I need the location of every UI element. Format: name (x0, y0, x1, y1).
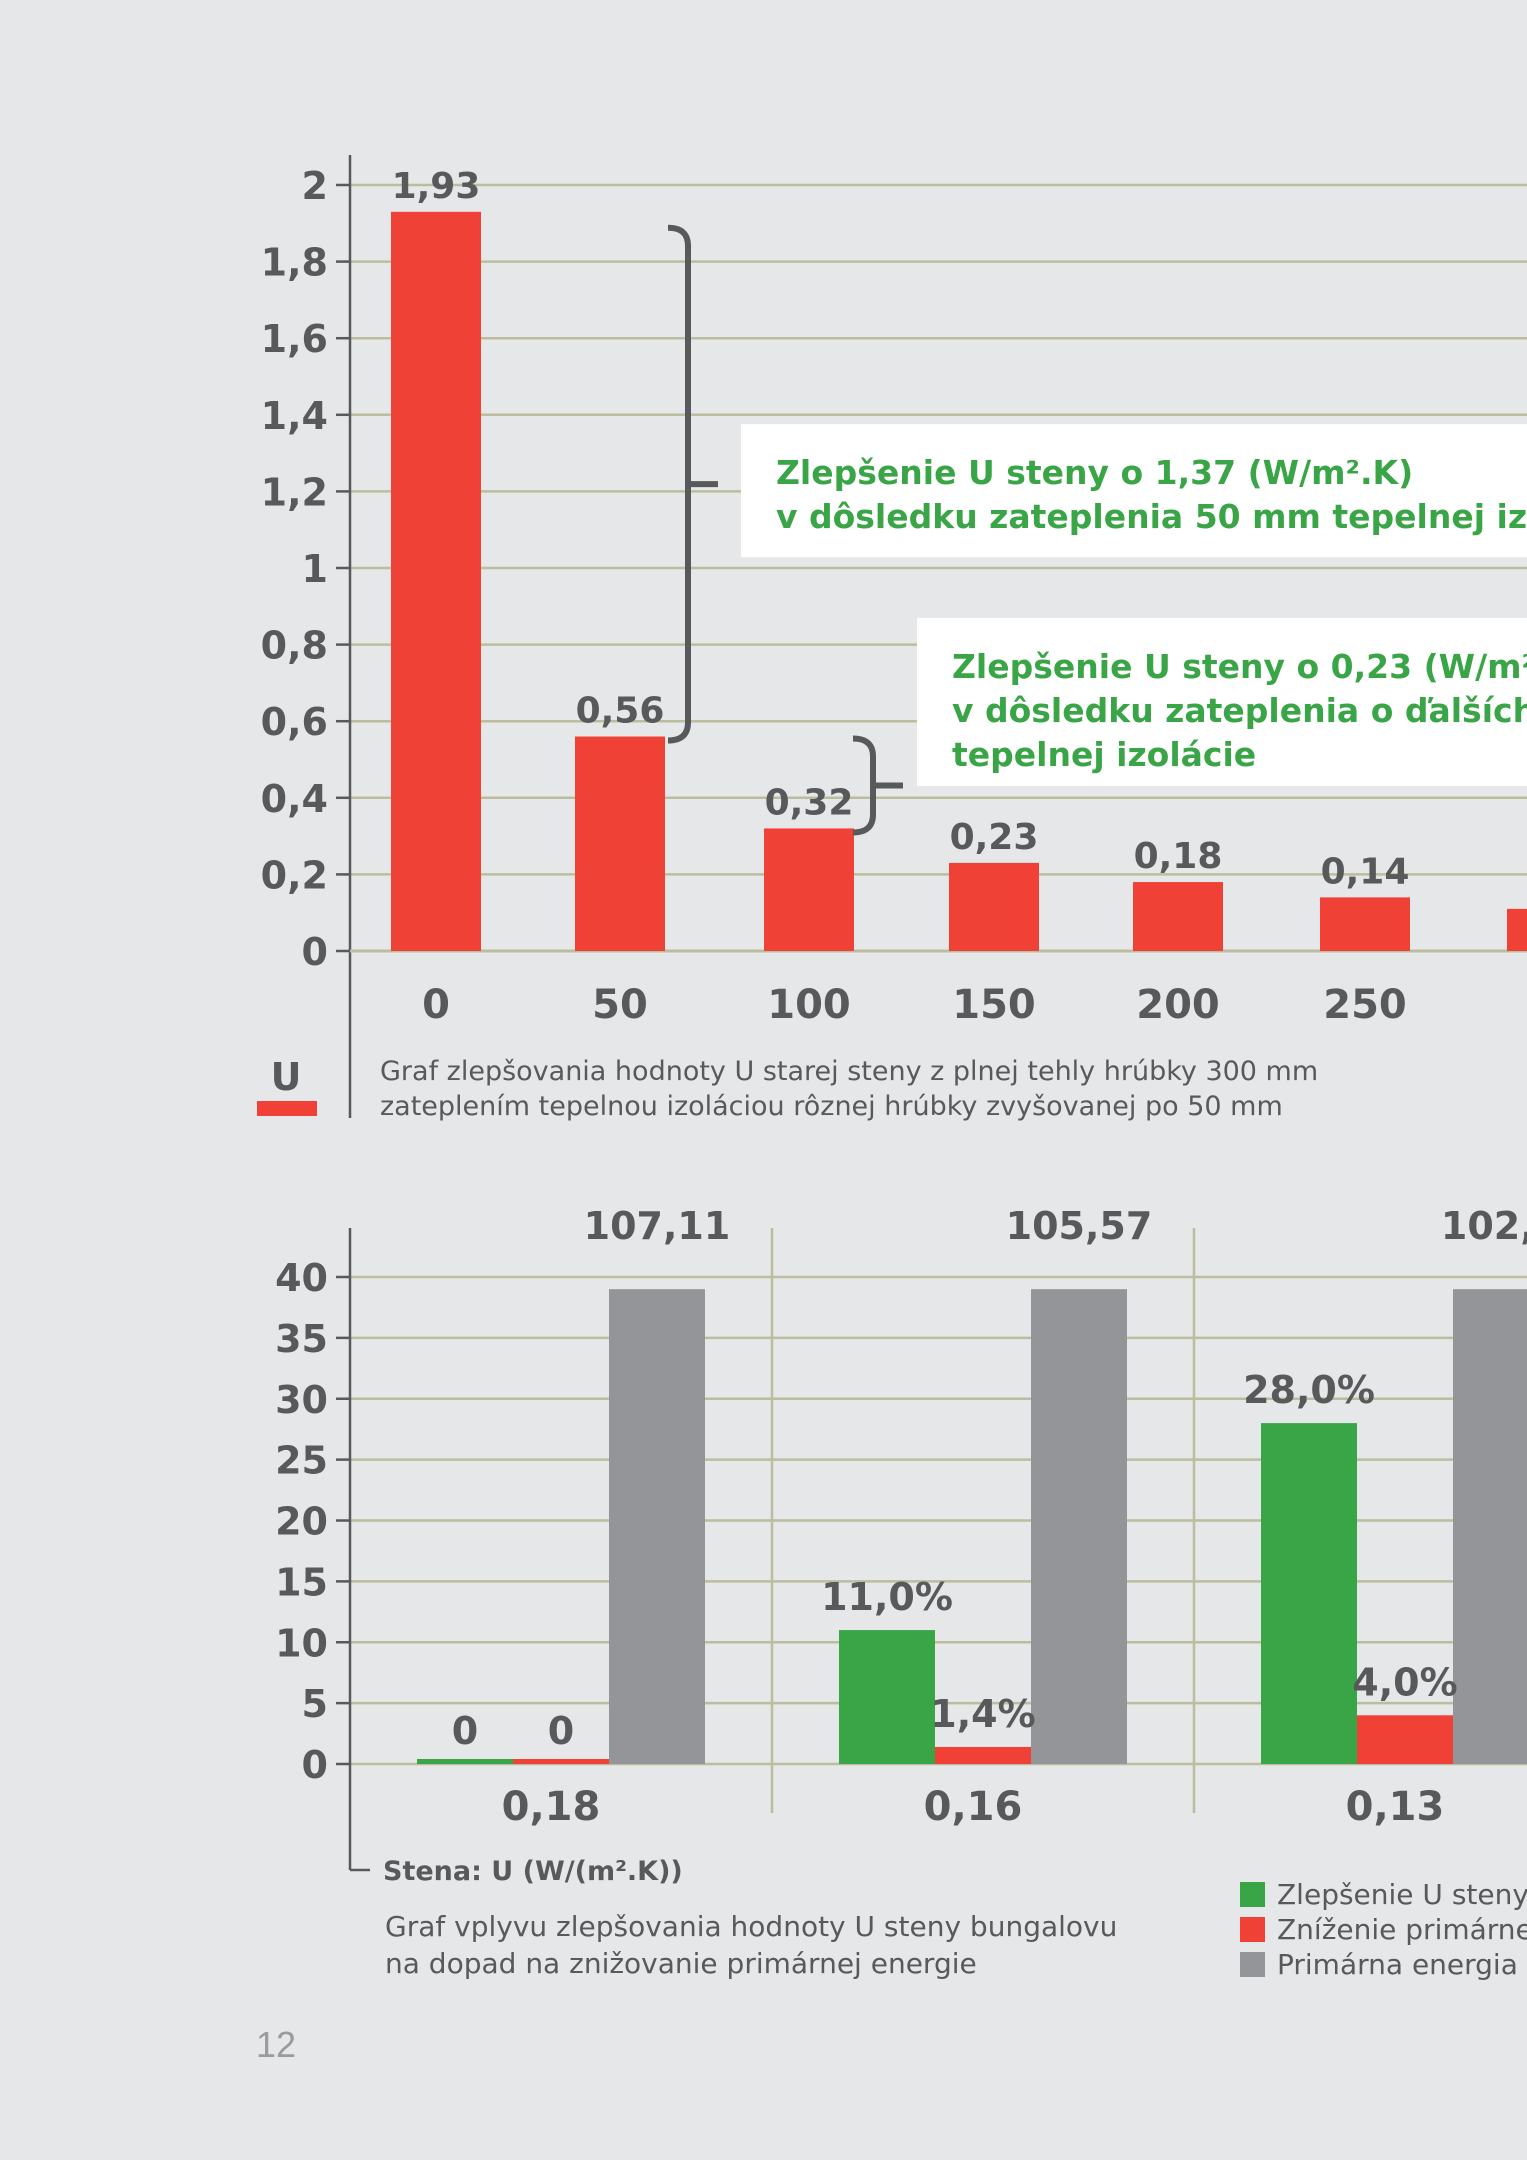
bar-value-label: 0,32 (765, 782, 854, 823)
bar (1357, 1715, 1453, 1764)
y-tick-label: 0 (302, 930, 328, 974)
bar-value-label: 0,23 (950, 817, 1039, 858)
y-tick-label: 30 (275, 1378, 328, 1422)
y-tick-label: 0 (302, 1743, 328, 1787)
annotation-box (917, 618, 1527, 786)
bar (575, 736, 665, 951)
caption-line: Graf zlepšovania hodnoty U starej steny … (380, 1056, 1318, 1087)
y-tick-label: 15 (275, 1560, 328, 1604)
bar (417, 1759, 513, 1764)
legend-swatch (1240, 1952, 1265, 1977)
caption-line: zateplením tepelnou izoláciou rôznej hrú… (380, 1091, 1283, 1122)
bar-value-label: 0 (548, 1709, 574, 1753)
y-tick-label: 0,8 (261, 624, 328, 668)
legend-label: U (271, 1055, 302, 1099)
y-tick-label: 10 (275, 1621, 328, 1665)
bar-value-label: 1,93 (392, 166, 481, 207)
legend-swatch (1240, 1882, 1265, 1907)
x-tick-label: 200 (1136, 982, 1220, 1028)
annotation-text: v dôsledku zateplenia o ďalších 50 mm (952, 691, 1527, 730)
bar-value-label: 107,11 (584, 1204, 731, 1248)
x-tick-label: 0,16 (924, 1784, 1023, 1830)
legend-label: Primárna energia (1277, 1948, 1518, 1981)
bar (1507, 908, 1527, 951)
bar (1261, 1423, 1357, 1764)
bar-value-label: 102,8 (1441, 1204, 1527, 1248)
y-tick-label: 20 (275, 1500, 328, 1544)
primary-energy-chart: 40 35 30 25 20 15 10 5 0 0 0 107,11 0,18 11,0% 1,4% 105… (275, 1204, 1527, 1981)
bar-value-label: 0,14 (1321, 851, 1410, 892)
x-tick-label: 150 (952, 982, 1036, 1028)
bar-value-label: 0,56 (576, 691, 665, 732)
x-tick-label: 100 (767, 982, 851, 1028)
y-tick-label: 5 (302, 1682, 328, 1726)
y-tick-label: 1,8 (261, 241, 328, 285)
bar-value-label: 0,18 (1134, 836, 1223, 877)
page-number: 12 (256, 2024, 297, 2065)
caption-line: na dopad na znižovanie primárnej energie (385, 1947, 977, 1980)
y-tick-label: 1,2 (261, 470, 328, 514)
bar-value-label: 105,57 (1006, 1204, 1153, 1248)
bar (513, 1759, 609, 1764)
y-tick-label: 0,2 (261, 853, 328, 897)
bar (1320, 897, 1410, 951)
bar (949, 862, 1039, 951)
annotation-text: v dôsledku zateplenia 50 mm tepelnej izo… (776, 497, 1527, 536)
bar (839, 1630, 935, 1764)
x-axis-title: Stena: U (W/(m².K)) (383, 1856, 683, 1887)
bar-value-label: 28,0% (1243, 1368, 1375, 1412)
bar-value-label: 4,0% (1352, 1660, 1457, 1704)
annotation-box (741, 424, 1527, 558)
bar-value-label: 11,0% (821, 1575, 953, 1619)
bar (391, 211, 481, 951)
bar-value-label: 1,4% (930, 1692, 1035, 1736)
x-tick-label: 50 (592, 982, 648, 1028)
u-value-chart: 2 1,8 1,6 1,4 1,2 1 0,8 0,6 0,4 0,2 0 1,93 0 0,56 50 0,… (257, 155, 1527, 1122)
bar (1453, 1289, 1527, 1764)
legend-label: Zlepšenie U steny (1277, 1878, 1527, 1911)
bar-value-label: 0 (452, 1709, 478, 1753)
y-tick-label: 2 (302, 164, 328, 208)
y-tick-label: 35 (275, 1317, 328, 1361)
annotation-text: Zlepšenie U steny o 1,37 (W/m².K) (776, 453, 1413, 492)
y-tick-label: 40 (275, 1256, 328, 1300)
x-tick-label: 250 (1323, 982, 1407, 1028)
bar (1031, 1289, 1127, 1764)
y-tick-label: 0,4 (261, 777, 328, 821)
y-tick-label: 25 (275, 1439, 328, 1483)
caption-line: Graf vplyvu zlepšovania hodnoty U steny … (385, 1910, 1117, 1943)
legend-label: Zníženie primárnej energie (1277, 1913, 1527, 1946)
bar (1133, 882, 1223, 951)
legend-swatch (1240, 1917, 1265, 1942)
bracket (852, 735, 876, 836)
bar (609, 1289, 705, 1764)
bar (764, 828, 854, 951)
x-tick-label: 0,18 (502, 1784, 601, 1830)
legend-swatch (257, 1101, 317, 1116)
y-tick-label: 1 (302, 547, 328, 591)
x-tick-label: 0,13 (1346, 1784, 1445, 1830)
annotation-text: tepelnej izolácie (952, 735, 1256, 774)
bracket (667, 224, 691, 744)
y-tick-label: 0,6 (261, 700, 328, 744)
annotation-text: Zlepšenie U steny o 0,23 (W/m².K) (952, 647, 1527, 686)
bar (935, 1746, 1031, 1764)
y-tick-label: 1,6 (261, 317, 328, 361)
x-tick-label: 0 (422, 982, 450, 1028)
y-tick-label: 1,4 (261, 394, 328, 438)
